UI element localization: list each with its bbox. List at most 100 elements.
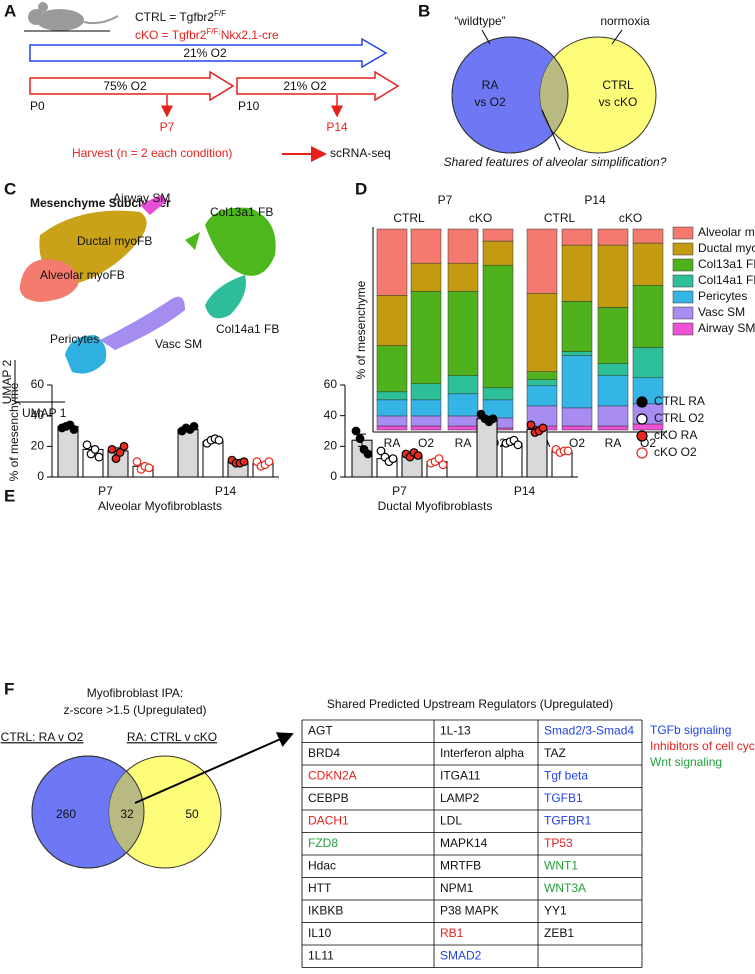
data-point bbox=[434, 454, 444, 464]
bar-segment bbox=[561, 301, 593, 352]
arrow bbox=[134, 732, 294, 804]
data-point bbox=[115, 448, 125, 457]
table-cell: DACH1 bbox=[308, 813, 349, 827]
legend-label: Vasc SM bbox=[698, 305, 745, 319]
table-cell: IL10 bbox=[308, 926, 332, 940]
data-point bbox=[538, 423, 548, 433]
data-point bbox=[363, 449, 373, 459]
table-cell: ITGA11 bbox=[440, 768, 481, 782]
panel-label: A bbox=[4, 1, 16, 20]
table-cell: Interferon alpha bbox=[440, 746, 524, 760]
panel-label: B bbox=[418, 1, 430, 20]
bar-segment bbox=[561, 244, 593, 302]
legend-label: Col13a1 FB bbox=[698, 257, 755, 271]
legend-label: Ductal myoFB bbox=[698, 241, 755, 255]
bar-segment bbox=[447, 291, 479, 376]
data-point bbox=[111, 454, 121, 464]
x-tick-label: P14 bbox=[215, 484, 237, 498]
table-cell: LDL bbox=[440, 813, 462, 827]
umap-axes bbox=[14, 360, 65, 403]
table-cell: Hdac bbox=[308, 858, 336, 872]
venn-label: RA bbox=[482, 78, 499, 92]
table-cell: NPM1 bbox=[440, 881, 474, 895]
x-tick-label: RA bbox=[455, 436, 472, 450]
harvest-note: Harvest (n = 2 each condition) bbox=[72, 146, 232, 160]
panel-label: E bbox=[4, 486, 15, 505]
table-cell: WNT3A bbox=[544, 881, 586, 895]
table-cell: CDKN2A bbox=[308, 768, 357, 782]
genotype: CTRL = Tgfbr2F/F bbox=[135, 9, 226, 25]
cluster-label: Col13a1 FB bbox=[210, 205, 273, 219]
bar-segment bbox=[597, 405, 629, 427]
arrow bbox=[29, 70, 235, 102]
data-point bbox=[144, 463, 154, 473]
bar-segment bbox=[561, 228, 593, 246]
bar bbox=[57, 425, 79, 478]
table-cell: BRD4 bbox=[308, 746, 340, 760]
bar-segment bbox=[597, 307, 629, 364]
harvest-day: P7 bbox=[160, 120, 175, 134]
bar-segment bbox=[447, 228, 479, 264]
chart-title: Ductal Myofibroblasts bbox=[378, 499, 493, 513]
table-cell: TGFB1 bbox=[544, 791, 583, 805]
legend-label: Col14a1 FB bbox=[698, 273, 755, 287]
data-point bbox=[189, 422, 199, 431]
bar-segment bbox=[561, 407, 593, 427]
legend-label: Airway SM bbox=[698, 321, 755, 335]
cluster-label: Ductal myoFB bbox=[77, 234, 152, 248]
table-cell: FZD8 bbox=[308, 836, 338, 850]
data-point bbox=[488, 414, 498, 424]
bar-segment bbox=[410, 228, 442, 264]
bar-segment bbox=[447, 415, 479, 427]
bar bbox=[526, 428, 548, 478]
data-point bbox=[90, 445, 100, 454]
cluster-label: Vasc SM bbox=[155, 337, 202, 351]
cluster-label: Airway SM bbox=[113, 191, 170, 205]
table-cell: 1L11 bbox=[308, 948, 334, 962]
bar-segment bbox=[597, 425, 629, 431]
legend-label: Alveolar myoFB bbox=[698, 225, 755, 239]
table-cell: TAZ bbox=[544, 746, 566, 760]
venn-count: 50 bbox=[185, 807, 199, 821]
legend-swatch bbox=[672, 306, 694, 320]
y-tick-label: 20 bbox=[324, 439, 338, 453]
bar-segment bbox=[376, 415, 408, 427]
venn-note: normoxia bbox=[600, 14, 650, 28]
table-cell: Tgf beta bbox=[544, 768, 588, 782]
panel-label: F bbox=[4, 679, 14, 698]
x-tick-label: P14 bbox=[514, 484, 536, 498]
bar-segment bbox=[632, 285, 664, 348]
table-cell: 1L-13 bbox=[440, 723, 471, 737]
legend-swatch bbox=[672, 258, 694, 272]
group-label: cKO bbox=[619, 211, 642, 225]
table-cell: YY1 bbox=[544, 903, 567, 917]
group-label: CTRL bbox=[393, 211, 425, 225]
y-tick-label: 40 bbox=[31, 408, 45, 422]
bar-segment bbox=[482, 228, 514, 242]
mouse-icon bbox=[24, 2, 119, 32]
data-point bbox=[119, 441, 129, 451]
y-axis-label: % of mesenchyme bbox=[354, 280, 368, 379]
bar-segment bbox=[526, 371, 558, 380]
bar-segment bbox=[376, 425, 408, 431]
data-point bbox=[82, 440, 92, 450]
table-cell: SMAD2 bbox=[440, 948, 482, 962]
bar-segment bbox=[632, 242, 664, 286]
table-cell: P38 MAPK bbox=[440, 903, 499, 917]
bar-segment bbox=[447, 375, 479, 395]
panel-label: C bbox=[4, 179, 16, 198]
table-cell: MRTFB bbox=[440, 858, 481, 872]
bar-segment bbox=[410, 425, 442, 431]
bar bbox=[476, 418, 498, 478]
data-point bbox=[355, 434, 365, 444]
table-cell: RB1 bbox=[440, 926, 464, 940]
bar-segment bbox=[376, 399, 408, 417]
bar-segment bbox=[410, 399, 442, 417]
legend-marker bbox=[636, 430, 648, 442]
bar-segment bbox=[482, 264, 514, 389]
bar-segment bbox=[526, 293, 558, 372]
legend-swatch bbox=[672, 274, 694, 288]
x-tick-label: P7 bbox=[392, 484, 407, 498]
arrow-label: 75% O2 bbox=[103, 79, 147, 93]
legend-marker bbox=[636, 447, 648, 459]
